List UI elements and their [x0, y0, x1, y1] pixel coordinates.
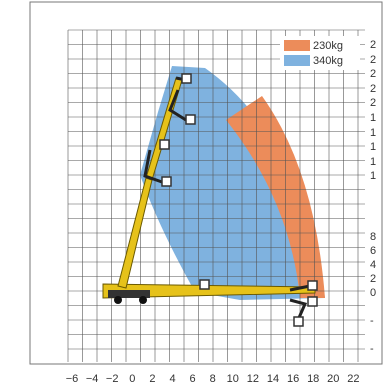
basket	[307, 280, 318, 291]
legend-swatch	[284, 55, 310, 66]
baskets	[159, 73, 318, 327]
x-axis-label: 0	[129, 373, 135, 385]
x-axis-label: 16	[287, 373, 299, 385]
wheel	[139, 296, 147, 304]
x-axis-label: −2	[106, 373, 119, 385]
x-axis-label: 8	[210, 373, 216, 385]
legend: 230kg 340kg	[280, 36, 360, 70]
y-axis-label: 6	[370, 245, 376, 257]
x-axis-label: 6	[190, 373, 196, 385]
basket	[159, 139, 170, 150]
wheel	[114, 296, 122, 304]
axis-labels: −6 −4 −2 0 2 4 6 8 10 12 14 16 18 20 22222221111186420…	[66, 39, 376, 385]
basket	[161, 176, 172, 187]
y-axis-label: 8	[370, 231, 376, 243]
y-axis-label: 0	[370, 287, 376, 299]
boom-horizontal	[102, 283, 316, 299]
x-axis-label: −6	[66, 373, 79, 385]
legend-label: 230kg	[313, 40, 343, 52]
y-axis-label: 4	[370, 259, 376, 271]
legend-swatch	[284, 40, 310, 51]
basket	[181, 73, 192, 84]
y-axis-label: 1	[370, 112, 376, 124]
y-axis-label: -	[370, 343, 374, 355]
x-axis-label: 18	[307, 373, 319, 385]
y-axis-label: 2	[370, 68, 376, 80]
x-axis-label: 20	[327, 373, 339, 385]
x-axis-label: −4	[86, 373, 99, 385]
y-axis-label: 1	[370, 156, 376, 168]
y-axis-label: 2	[370, 273, 376, 285]
basket	[293, 316, 304, 327]
y-axis-label: 1	[370, 170, 376, 182]
legend-label: 340kg	[313, 55, 343, 67]
y-axis-label: 2	[370, 39, 376, 51]
x-axis-label: 12	[247, 373, 259, 385]
x-axis-label: 10	[227, 373, 239, 385]
y-axis-label: 2	[370, 54, 376, 66]
basket	[185, 114, 196, 125]
lift	[102, 73, 318, 327]
y-axis-label: 1	[370, 141, 376, 153]
x-axis-label: 14	[267, 373, 279, 385]
y-axis-label: 2	[370, 83, 376, 95]
y-axis-label: 1	[370, 127, 376, 139]
x-axis-label: 4	[169, 373, 175, 385]
basket	[199, 279, 210, 290]
y-axis-label: -	[370, 315, 374, 327]
x-axis-label: 2	[149, 373, 155, 385]
chassis	[108, 290, 150, 298]
x-axis-label: 22	[347, 373, 359, 385]
y-axis-label: 2	[370, 97, 376, 109]
basket	[307, 296, 318, 307]
jib-arms	[143, 76, 311, 321]
